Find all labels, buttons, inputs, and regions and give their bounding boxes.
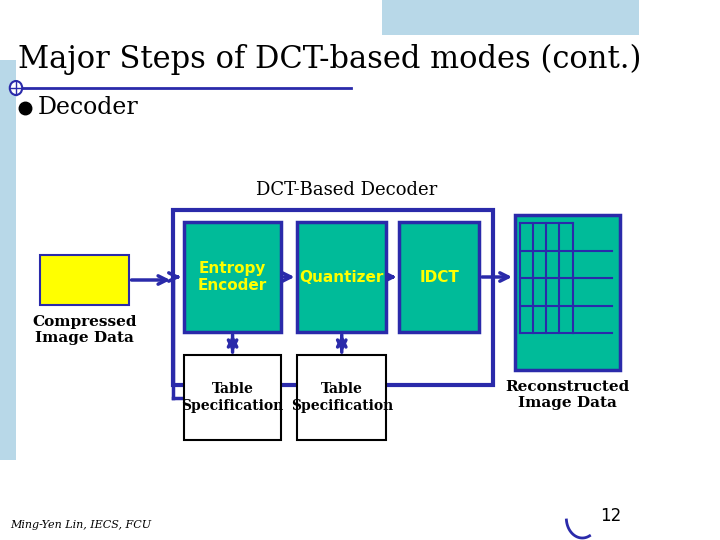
Text: Compressed
Image Data: Compressed Image Data [32,315,137,345]
Bar [382,0,639,35]
Bar [297,222,386,332]
Bar [173,210,492,385]
Bar [0,60,16,460]
Text: IDCT: IDCT [420,269,459,285]
Bar [184,355,282,440]
Circle shape [10,81,22,95]
Text: Quantizer: Quantizer [300,269,384,285]
Bar [184,222,282,332]
Text: Table
Specification: Table Specification [291,382,393,413]
Bar [400,222,480,332]
Text: 12: 12 [600,507,621,525]
Bar [515,215,620,370]
Bar [40,255,129,305]
Text: DCT-Based Decoder: DCT-Based Decoder [256,181,437,199]
Text: Reconstructed
Image Data: Reconstructed Image Data [505,380,629,410]
Text: Table
Specification: Table Specification [181,382,284,413]
Text: Ming-Yen Lin, IECS, FCU: Ming-Yen Lin, IECS, FCU [11,520,152,530]
Text: Decoder: Decoder [37,97,138,119]
Text: Entropy
Encoder: Entropy Encoder [198,261,267,293]
Bar [297,355,386,440]
Text: Major Steps of DCT-based modes (cont.): Major Steps of DCT-based modes (cont.) [18,44,641,75]
